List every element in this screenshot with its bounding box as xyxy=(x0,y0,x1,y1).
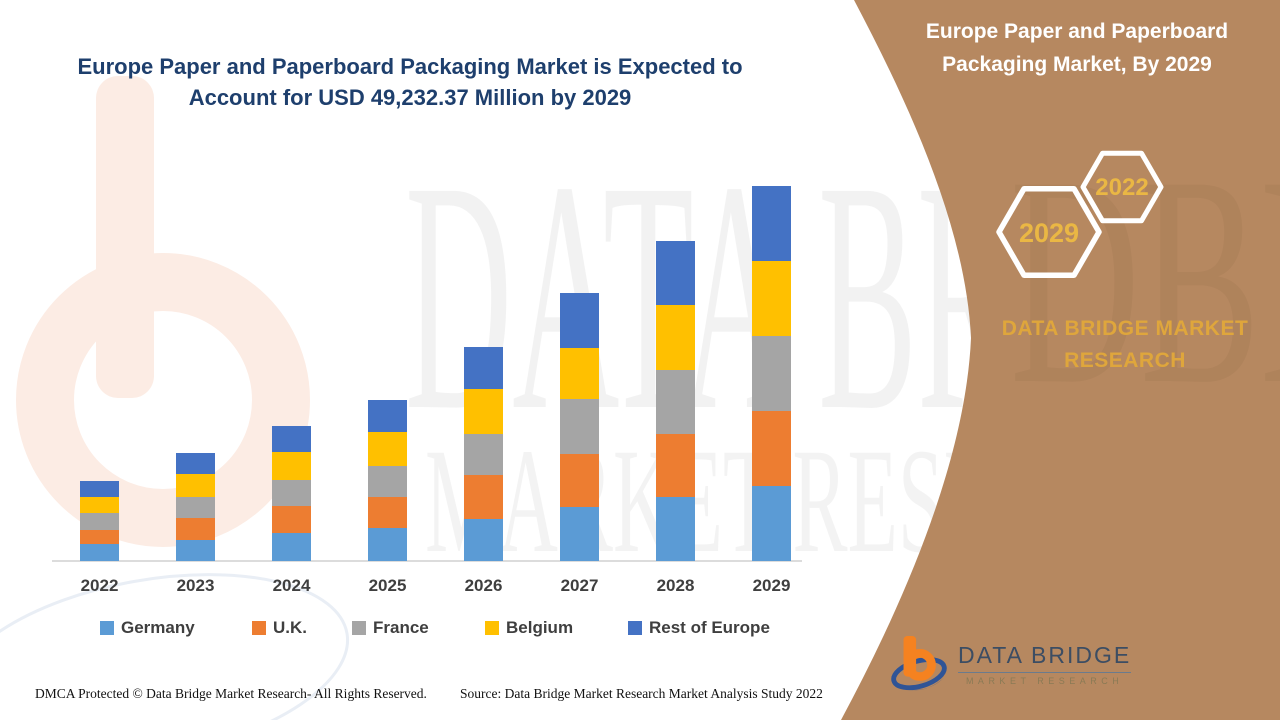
bar-segment-2027-germany xyxy=(560,507,599,561)
bar-segment-2022-france xyxy=(80,513,119,530)
databridge-logo-icon xyxy=(891,635,947,691)
x-axis-label-2029: 2029 xyxy=(752,576,791,595)
bar-segment-2026-u-k- xyxy=(464,475,503,519)
hexagon-2029-label: 2029 xyxy=(1018,218,1080,248)
dmca-notice: DMCA Protected © Data Bridge Market Rese… xyxy=(35,686,427,701)
legend-swatch-icon xyxy=(628,621,642,635)
bar-segment-2024-rest-of-europe xyxy=(272,426,311,452)
bar-2027 xyxy=(560,293,599,561)
x-axis-label-2024: 2024 xyxy=(272,576,311,595)
bar-segment-2022-belgium xyxy=(80,497,119,513)
legend-item-u-k-: U.K. xyxy=(252,618,307,638)
x-axis-label-2022: 2022 xyxy=(80,576,119,595)
legend-item-germany: Germany xyxy=(100,618,195,638)
x-axis-label-2023: 2023 xyxy=(176,576,215,595)
legend-item-belgium: Belgium xyxy=(485,618,573,638)
bar-segment-2028-rest-of-europe xyxy=(656,241,695,305)
logo-wordmark: DATA BRIDGE xyxy=(958,642,1132,673)
watermark-swoosh-ellipse xyxy=(0,573,350,720)
legend-item-rest-of-europe: Rest of Europe xyxy=(628,618,770,638)
bar-segment-2025-belgium xyxy=(368,432,407,466)
bar-segment-2025-u-k- xyxy=(368,497,407,528)
bar-segment-2026-belgium xyxy=(464,389,503,434)
bar-segment-2029-rest-of-europe xyxy=(752,186,791,261)
legend-swatch-icon xyxy=(485,621,499,635)
legend-swatch-icon xyxy=(100,621,114,635)
bar-segment-2027-france xyxy=(560,399,599,454)
legend-swatch-icon xyxy=(352,621,366,635)
bar-segment-2027-rest-of-europe xyxy=(560,293,599,348)
x-axis-label-2028: 2028 xyxy=(656,576,695,595)
bar-segment-2024-france xyxy=(272,480,311,506)
x-axis-label-2025: 2025 xyxy=(368,576,407,595)
bar-segment-2026-france xyxy=(464,434,503,475)
bar-2022 xyxy=(80,481,119,561)
bar-segment-2027-u-k- xyxy=(560,454,599,507)
legend-label: France xyxy=(373,618,429,637)
bar-segment-2022-rest-of-europe xyxy=(80,481,119,497)
bar-segment-2023-france xyxy=(176,497,215,518)
bar-2029 xyxy=(752,186,791,561)
bar-segment-2029-u-k- xyxy=(752,411,791,486)
source-note: Source: Data Bridge Market Research Mark… xyxy=(460,686,823,701)
bar-segment-2028-u-k- xyxy=(656,434,695,497)
bar-segment-2024-u-k- xyxy=(272,506,311,533)
hexagon-2022-label: 2022 xyxy=(1095,174,1149,201)
bar-2026 xyxy=(464,347,503,561)
bar-2024 xyxy=(272,426,311,561)
bar-segment-2027-belgium xyxy=(560,348,599,399)
bar-segment-2023-u-k- xyxy=(176,518,215,540)
legend-label: U.K. xyxy=(273,618,307,637)
bar-segment-2022-u-k- xyxy=(80,530,119,544)
bar-segment-2023-rest-of-europe xyxy=(176,453,215,474)
legend-label: Germany xyxy=(121,618,195,637)
bar-segment-2025-rest-of-europe xyxy=(368,400,407,432)
bar-segment-2029-germany xyxy=(752,486,791,561)
page-title: Europe Paper and Paperboard Packaging Ma… xyxy=(77,54,743,110)
bar-segment-2028-france xyxy=(656,370,695,434)
watermark-b-bowl xyxy=(16,253,310,547)
databridge-logo: DATA BRIDGE MARKET RESEARCH xyxy=(890,634,1132,694)
bar-2023 xyxy=(176,453,215,561)
bar-segment-2028-germany xyxy=(656,497,695,561)
legend-swatch-icon xyxy=(252,621,266,635)
legend-item-france: France xyxy=(352,618,429,638)
bar-segment-2023-belgium xyxy=(176,474,215,497)
bar-segment-2026-germany xyxy=(464,519,503,561)
logo-tagline: MARKET RESEARCH xyxy=(965,676,1124,686)
bar-segment-2025-france xyxy=(368,466,407,497)
bar-segment-2025-germany xyxy=(368,528,407,561)
bar-segment-2026-rest-of-europe xyxy=(464,347,503,389)
bar-segment-2028-belgium xyxy=(656,305,695,370)
bar-segment-2024-germany xyxy=(272,533,311,561)
logo-text-block: DATA BRIDGE MARKET RESEARCH xyxy=(958,642,1132,686)
x-axis-line xyxy=(52,560,802,562)
bar-2025 xyxy=(368,400,407,561)
bar-2028 xyxy=(656,241,695,561)
x-axis-label-2026: 2026 xyxy=(464,576,503,595)
bar-segment-2029-belgium xyxy=(752,261,791,336)
panel-brand-text: DATA BRIDGE MARKET RESEARCH xyxy=(1001,317,1249,372)
legend-label: Belgium xyxy=(506,618,574,637)
x-axis-label-2027: 2027 xyxy=(560,576,599,595)
bar-segment-2022-germany xyxy=(80,544,119,561)
bar-segment-2029-france xyxy=(752,336,791,411)
bar-segment-2024-belgium xyxy=(272,452,311,480)
bar-segment-2023-germany xyxy=(176,540,215,561)
legend-label: Rest of Europe xyxy=(649,618,770,637)
